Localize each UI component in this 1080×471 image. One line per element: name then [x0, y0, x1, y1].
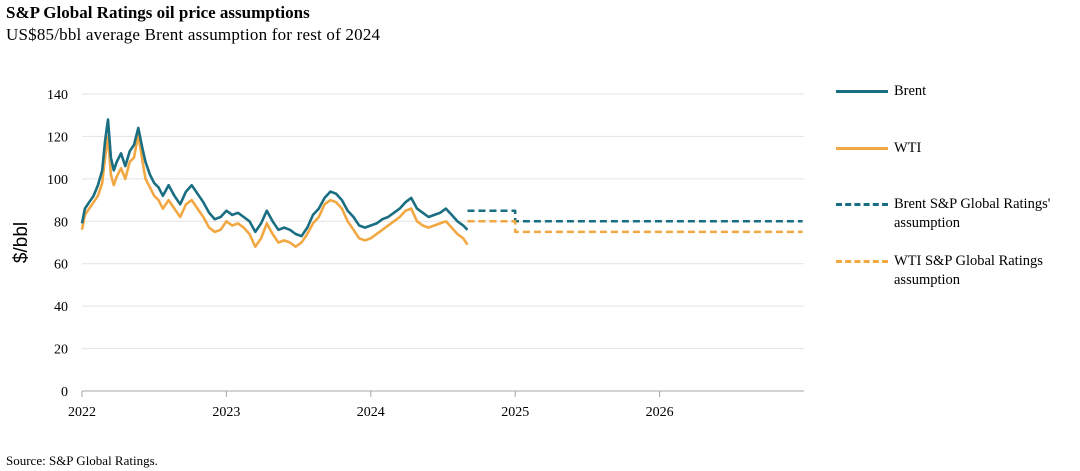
chart-legend: Brent WTI Brent S&P Global Ratings' assu…: [836, 0, 1076, 320]
x-tick-label-2022: 2022: [68, 405, 96, 420]
y-tick-label-60: 60: [54, 258, 68, 273]
x-tick-label-2025: 2025: [501, 405, 529, 420]
y-tick-label-0: 0: [61, 385, 68, 400]
legend-swatch-wti-assumption: [836, 260, 888, 263]
legend-swatch-brent-assumption: [836, 203, 888, 206]
x-tick-label-2024: 2024: [357, 405, 385, 420]
legend-label-brent: Brent: [894, 83, 927, 99]
legend-label-brent-assumption: Brent S&P Global Ratings' assumption: [894, 196, 1051, 231]
series-line-wti-s-p-global-ratings-assumption: [467, 220, 803, 234]
series-line-brent: [80, 118, 469, 238]
legend-item-brent: Brent: [836, 82, 1074, 101]
series-line-wti: [80, 133, 469, 248]
chart-subtitle: US$85/bbl average Brent assumption for r…: [6, 25, 381, 44]
x-tick-label-2023: 2023: [212, 405, 240, 420]
chart-title: S&P Global Ratings oil price assumptions: [6, 3, 310, 22]
legend-item-brent-assumption: Brent S&P Global Ratings' assumption: [836, 195, 1074, 233]
series-line-brent-s-p-global-ratings-assumption: [467, 209, 803, 223]
x-tick-label-2026: 2026: [646, 405, 674, 420]
source-note: Source: S&P Global Ratings.: [6, 453, 158, 468]
legend-swatch-wti: [836, 147, 888, 150]
legend-label-wti: WTI: [894, 140, 922, 156]
y-tick-label-100: 100: [47, 173, 68, 188]
y-tick-label-20: 20: [54, 343, 68, 358]
legend-label-wti-assumption: WTI S&P Global Ratings assumption: [894, 253, 1043, 288]
legend-item-wti-assumption: WTI S&P Global Ratings assumption: [836, 252, 1074, 290]
legend-item-wti: WTI: [836, 139, 1074, 158]
y-tick-label-120: 120: [47, 130, 68, 145]
y-tick-label-40: 40: [54, 300, 68, 315]
y-tick-label-80: 80: [54, 215, 68, 230]
legend-swatch-brent: [836, 90, 888, 93]
y-axis-label: $/bbl: [11, 222, 32, 263]
y-tick-label-140: 140: [47, 88, 68, 103]
